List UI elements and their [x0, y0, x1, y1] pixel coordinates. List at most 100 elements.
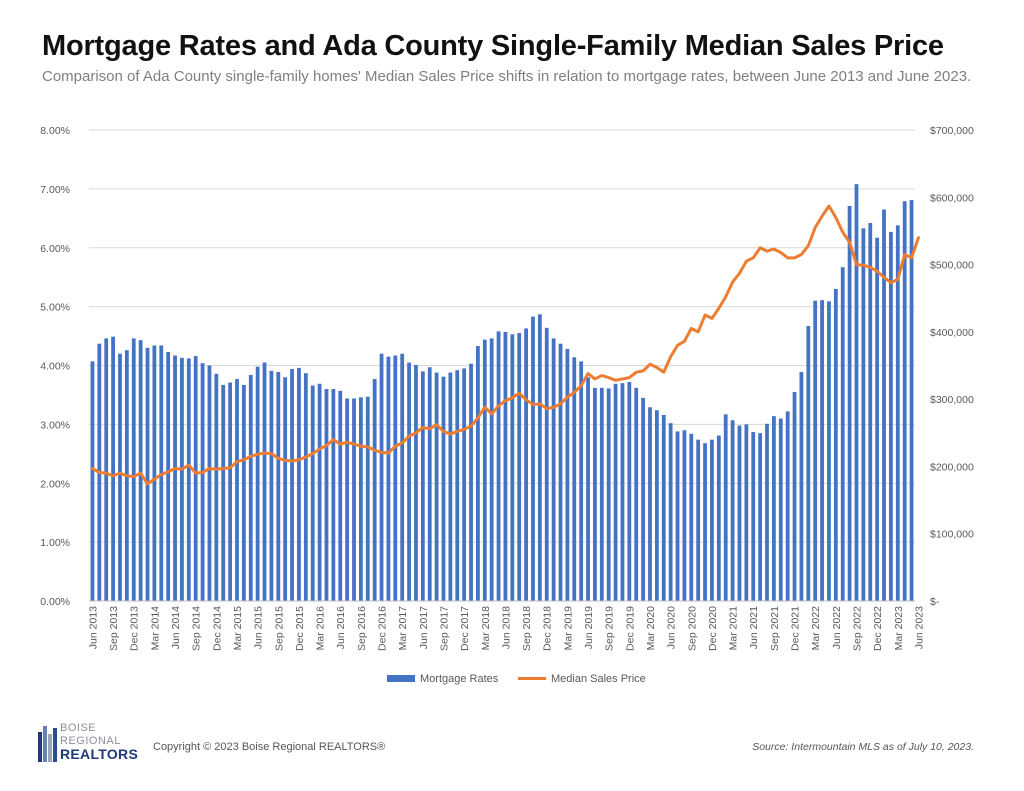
bar-mortgage-rate: [118, 353, 122, 601]
bar-mortgage-rate: [434, 372, 439, 601]
y-right-tick-label: $500,000: [930, 260, 974, 272]
bar-mortgage-rate: [482, 339, 487, 601]
y-right-tick-label: $100,000: [930, 529, 974, 541]
x-tick-label: Jun 2013: [87, 606, 99, 649]
bar-mortgage-rate: [771, 416, 776, 601]
bar-mortgage-rate: [868, 223, 873, 601]
bar-mortgage-rate: [255, 366, 260, 601]
x-tick-label: Dec 2018: [542, 606, 554, 651]
bar-mortgage-rate: [427, 367, 432, 601]
bar-mortgage-rate: [138, 340, 143, 601]
x-tick-label: Jun 2022: [831, 606, 843, 649]
bar-mortgage-rate: [317, 383, 322, 601]
bar-mortgage-rate: [813, 300, 818, 601]
x-tick-label: Mar 2023: [893, 606, 905, 651]
y-left-tick-label: 2.00%: [40, 478, 70, 490]
x-tick-label: Jun 2016: [335, 606, 347, 649]
bar-mortgage-rate: [145, 347, 150, 601]
y-left-tick-label: 5.00%: [40, 302, 70, 314]
bar-mortgage-rate: [751, 432, 756, 601]
bar-mortgage-rate: [207, 365, 212, 601]
bar-mortgage-rate: [551, 338, 556, 601]
y-right-tick-label: $200,000: [930, 461, 974, 473]
bar-mortgage-rate: [248, 374, 253, 601]
x-tick-label: Sep 2013: [108, 606, 120, 651]
bar-mortgage-rate: [599, 387, 604, 601]
logo-text-line3: REALTORS: [60, 746, 139, 762]
x-tick-label: Dec 2019: [624, 606, 636, 651]
bar-mortgage-rate: [689, 433, 694, 601]
bar-mortgage-rate: [696, 439, 701, 601]
x-tick-label: Dec 2016: [377, 606, 389, 651]
x-tick-label: Dec 2020: [707, 606, 719, 651]
bar-mortgage-rate: [331, 389, 336, 601]
bar-mortgage-rate: [310, 385, 315, 601]
x-tick-label: Sep 2015: [273, 606, 285, 651]
boise-regional-realtors-logo: BOISE REGIONAL REALTORS: [38, 722, 148, 768]
bar-mortgage-rate: [682, 430, 687, 601]
line-median-sales-price: [90, 204, 920, 486]
bar-mortgage-rate: [476, 346, 480, 601]
x-tick-label: Sep 2022: [851, 606, 863, 651]
bar-mortgage-rate: [420, 371, 425, 601]
bar-mortgage-rate: [593, 387, 597, 601]
y-left-tick-label: 1.00%: [40, 537, 70, 549]
bar-mortgage-rate: [620, 383, 625, 601]
y-left-tick-label: 3.00%: [40, 419, 70, 431]
bar-mortgage-rate: [606, 388, 611, 601]
copyright-text: Copyright © 2023 Boise Regional REALTORS…: [153, 741, 386, 753]
bar-mortgage-rate: [895, 225, 900, 601]
x-tick-label: Jun 2015: [253, 606, 265, 649]
x-tick-label: Mar 2021: [728, 606, 740, 651]
bar-mortgage-rate: [235, 379, 239, 601]
bar-mortgage-rate: [675, 431, 680, 601]
bar-mortgage-rate: [544, 327, 549, 601]
bar-mortgage-rate: [131, 338, 136, 601]
bar-mortgage-rate: [400, 353, 405, 601]
bar-mortgage-rate: [489, 338, 494, 601]
x-tick-label: Sep 2014: [191, 606, 203, 651]
y-left-tick-label: 4.00%: [40, 361, 70, 373]
bar-mortgage-rate: [186, 358, 191, 601]
bar-mortgage-rate: [269, 370, 274, 601]
bar-mortgage-rate: [909, 200, 914, 601]
x-tick-label: Mar 2016: [315, 606, 327, 651]
bar-mortgage-rate: [407, 362, 411, 601]
bar-mortgage-rate: [572, 357, 577, 601]
bar-mortgage-rate: [104, 338, 109, 601]
bar-mortgage-rate: [792, 391, 797, 601]
bar-mortgage-rate: [166, 351, 171, 601]
bar-mortgage-rate: [889, 231, 893, 601]
bar-mortgage-rate: [847, 205, 852, 602]
bar-mortgage-rate: [379, 353, 384, 601]
bar-mortgage-rate: [730, 420, 735, 601]
x-tick-label: Jun 2020: [666, 606, 678, 649]
bar-mortgage-rate: [152, 345, 157, 601]
x-tick-label: Dec 2021: [790, 606, 802, 651]
x-tick-label: Mar 2019: [562, 606, 574, 651]
x-tick-label: Dec 2017: [459, 606, 471, 651]
bar-mortgage-rate: [469, 363, 473, 601]
x-tick-label: Mar 2018: [480, 606, 492, 651]
bar-mortgage-rate: [765, 423, 769, 601]
x-tick-label: Mar 2015: [232, 606, 244, 651]
bar-mortgage-rate: [758, 433, 763, 601]
bar-mortgage-rate: [799, 371, 804, 601]
bar-mortgage-rate: [854, 184, 859, 602]
logo-text-line1: BOISE: [60, 722, 97, 734]
x-tick-label: Mar 2017: [397, 606, 409, 651]
legend-label-mortgage-rates: Mortgage Rates: [420, 673, 499, 685]
bar-mortgage-rate: [716, 435, 721, 601]
bar-mortgage-rate: [262, 362, 267, 601]
bar-mortgage-rate: [90, 361, 95, 601]
x-tick-label: Jun 2019: [583, 606, 595, 649]
bar-mortgage-rate: [290, 369, 294, 601]
y-right-tick-label: $-: [930, 596, 940, 608]
bar-mortgage-rate: [613, 383, 618, 601]
bar-mortgage-rate: [352, 398, 356, 601]
y-right-tick-label: $700,000: [930, 125, 974, 137]
bar-mortgage-rate: [214, 373, 219, 601]
bar-mortgage-rate: [833, 288, 838, 601]
bar-mortgage-rate: [840, 267, 845, 601]
bar-mortgage-rate: [393, 355, 398, 601]
